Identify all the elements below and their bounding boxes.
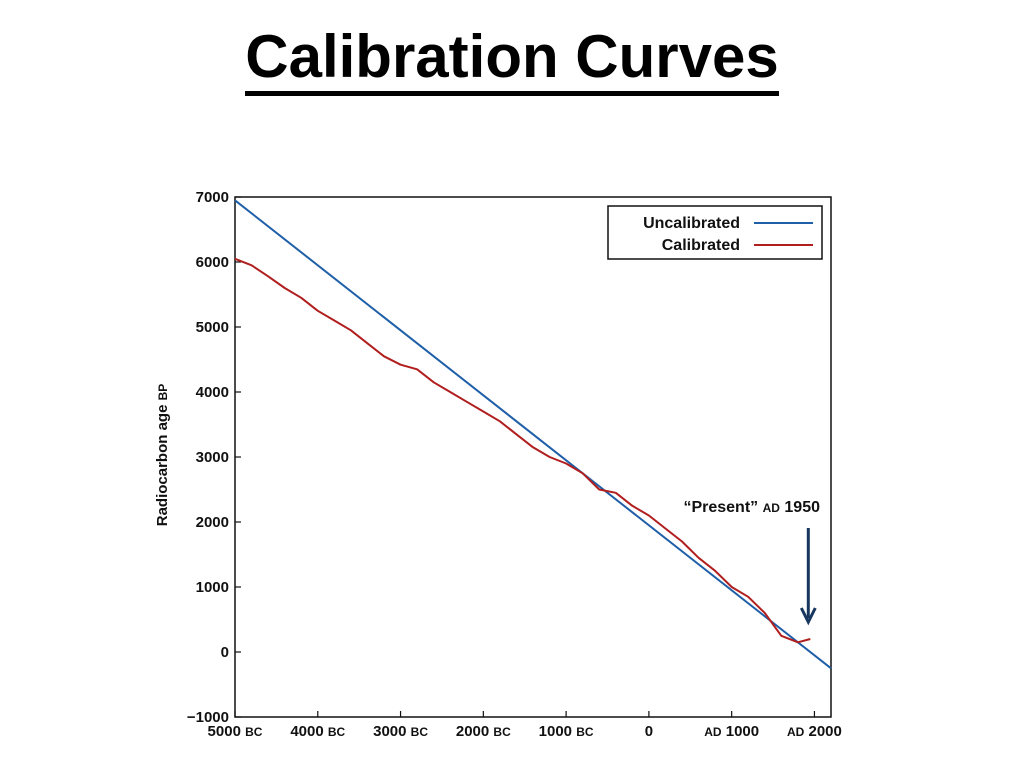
series-lines: [234, 199, 832, 670]
x-tick-label: 5000 BC: [208, 723, 263, 740]
y-axis-label: Radiocarbon age BP: [154, 384, 171, 527]
y-axis: 7000 6000 5000 4000 3000 2000 1000 0 −1000: [187, 189, 241, 726]
plot-frame: [234, 196, 832, 718]
y-tick-label: 3000: [196, 449, 229, 466]
x-tick-label: 0: [645, 723, 653, 740]
y-tick-label: 1000: [196, 579, 229, 596]
present-arrow-head: [799, 607, 817, 626]
y-tick-label: 0: [221, 644, 229, 661]
x-tick-label: 3000 BC: [373, 723, 428, 740]
x-axis: 5000 BC 4000 BC 3000 BC 2000 BC 1000 BC 0 AD 1…: [208, 711, 842, 740]
legend-label: Uncalibrated: [643, 215, 740, 232]
x-tick-label: 4000 BC: [290, 723, 345, 740]
x-tick-label: AD 1000: [704, 723, 759, 740]
y-tick-label: 2000: [196, 514, 229, 531]
slide-title-text: Calibration Curves: [245, 23, 779, 96]
plot-area: [234, 196, 832, 718]
series-line-uncalibrated: [234, 199, 832, 670]
x-tick-label: 1000 BC: [539, 723, 594, 740]
slide-title: Calibration Curves: [0, 22, 1024, 96]
present-label: “Present” AD 1950: [683, 499, 820, 516]
present-annotation: “Present” AD 1950: [683, 499, 820, 626]
x-tick-label: 2000 BC: [456, 723, 511, 740]
y-tick-label: −1000: [187, 709, 229, 726]
y-tick-label: 5000: [196, 319, 229, 336]
x-tick-label: AD 2000: [787, 723, 842, 740]
y-tick-label: 6000: [196, 254, 229, 271]
series-line-calibrated: [234, 257, 811, 644]
legend-label: Calibrated: [662, 237, 740, 254]
legend: Uncalibrated Calibrated: [607, 205, 823, 260]
y-tick-label: 4000: [196, 384, 229, 401]
y-tick-label: 7000: [196, 189, 229, 206]
legend-box: [607, 205, 823, 260]
